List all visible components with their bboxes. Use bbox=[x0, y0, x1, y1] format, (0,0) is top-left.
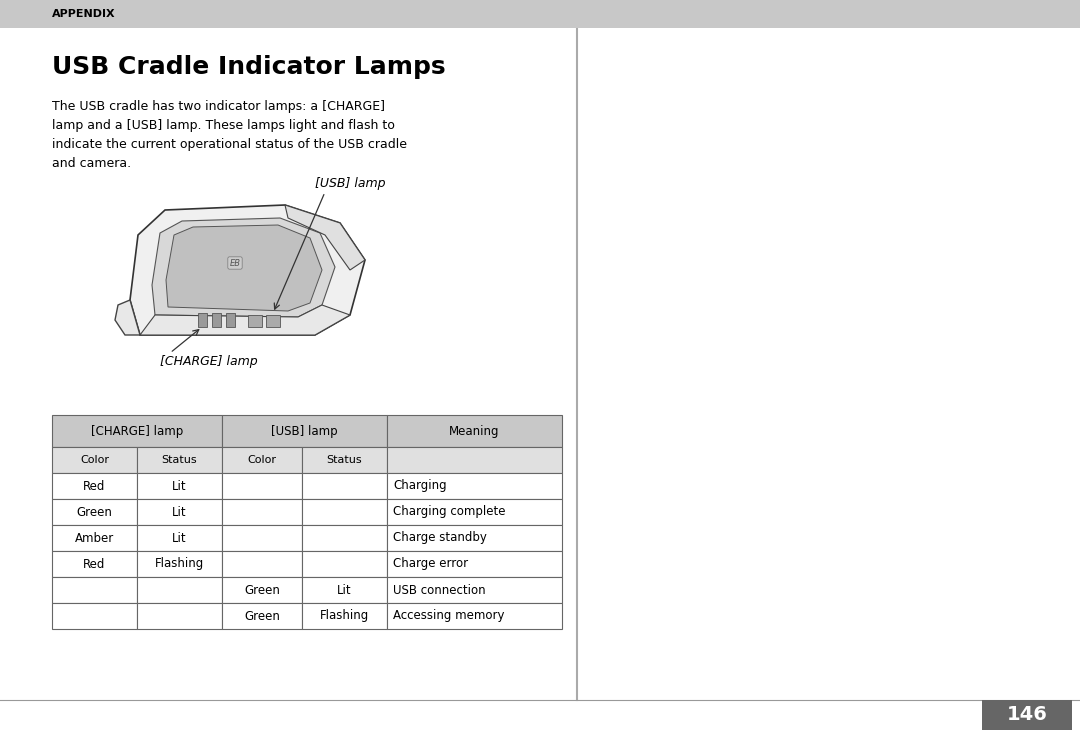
Bar bbox=[137, 447, 222, 473]
Bar bbox=[222, 551, 302, 577]
Bar bbox=[137, 603, 222, 629]
Bar bbox=[52, 525, 137, 551]
Text: 146: 146 bbox=[1007, 705, 1048, 724]
Bar bbox=[222, 603, 302, 629]
Bar bbox=[387, 577, 562, 603]
Bar bbox=[387, 415, 562, 447]
Text: Status: Status bbox=[326, 455, 362, 465]
Text: [USB] lamp: [USB] lamp bbox=[271, 425, 338, 437]
Bar bbox=[302, 473, 387, 499]
Text: Color: Color bbox=[247, 455, 276, 465]
Bar bbox=[52, 415, 222, 447]
Bar bbox=[52, 473, 137, 499]
Bar bbox=[212, 313, 221, 327]
Text: Flashing: Flashing bbox=[320, 610, 369, 623]
Bar bbox=[387, 499, 562, 525]
Bar bbox=[302, 499, 387, 525]
Text: USB connection: USB connection bbox=[393, 583, 486, 596]
Bar bbox=[0, 0, 1080, 28]
Bar bbox=[222, 577, 302, 603]
Text: [CHARGE] lamp: [CHARGE] lamp bbox=[160, 355, 258, 368]
Text: Charge standby: Charge standby bbox=[393, 531, 487, 545]
Text: Amber: Amber bbox=[75, 531, 114, 545]
Bar bbox=[52, 603, 137, 629]
Text: The USB cradle has two indicator lamps: a [CHARGE]
lamp and a [USB] lamp. These : The USB cradle has two indicator lamps: … bbox=[52, 100, 407, 170]
Bar bbox=[222, 499, 302, 525]
Bar bbox=[222, 447, 302, 473]
Bar bbox=[387, 603, 562, 629]
Text: Color: Color bbox=[80, 455, 109, 465]
Text: Green: Green bbox=[244, 583, 280, 596]
Bar bbox=[387, 525, 562, 551]
Bar bbox=[222, 473, 302, 499]
Text: Red: Red bbox=[83, 480, 106, 493]
Text: [CHARGE] lamp: [CHARGE] lamp bbox=[91, 425, 184, 437]
Bar bbox=[302, 551, 387, 577]
Text: APPENDIX: APPENDIX bbox=[52, 9, 116, 19]
Bar bbox=[248, 315, 262, 327]
Text: Flashing: Flashing bbox=[154, 558, 204, 571]
Polygon shape bbox=[140, 305, 350, 335]
Bar bbox=[387, 447, 562, 473]
Text: Status: Status bbox=[162, 455, 198, 465]
Polygon shape bbox=[130, 205, 365, 335]
Bar bbox=[52, 447, 137, 473]
Text: Lit: Lit bbox=[337, 583, 352, 596]
Bar bbox=[137, 577, 222, 603]
Polygon shape bbox=[285, 205, 365, 270]
Bar bbox=[387, 551, 562, 577]
Polygon shape bbox=[166, 225, 322, 311]
Bar bbox=[52, 577, 137, 603]
Bar bbox=[302, 577, 387, 603]
Bar bbox=[302, 447, 387, 473]
Text: Charging complete: Charging complete bbox=[393, 505, 505, 518]
Text: Charging: Charging bbox=[393, 480, 447, 493]
Bar bbox=[137, 525, 222, 551]
Bar bbox=[982, 700, 1072, 730]
Bar bbox=[52, 499, 137, 525]
Bar bbox=[302, 603, 387, 629]
Text: Lit: Lit bbox=[172, 480, 187, 493]
Bar bbox=[137, 551, 222, 577]
Bar bbox=[266, 315, 280, 327]
Text: Green: Green bbox=[244, 610, 280, 623]
Polygon shape bbox=[114, 300, 140, 335]
Bar bbox=[198, 313, 207, 327]
Text: [USB] lamp: [USB] lamp bbox=[315, 177, 386, 190]
Bar bbox=[222, 525, 302, 551]
Text: Lit: Lit bbox=[172, 505, 187, 518]
Text: EB: EB bbox=[229, 258, 241, 267]
Text: Meaning: Meaning bbox=[449, 425, 500, 437]
Bar bbox=[222, 415, 387, 447]
Bar bbox=[387, 473, 562, 499]
Text: USB Cradle Indicator Lamps: USB Cradle Indicator Lamps bbox=[52, 55, 446, 79]
Text: Charge error: Charge error bbox=[393, 558, 468, 571]
Bar bbox=[137, 499, 222, 525]
Text: Green: Green bbox=[77, 505, 112, 518]
Text: Accessing memory: Accessing memory bbox=[393, 610, 504, 623]
Bar bbox=[137, 473, 222, 499]
Bar bbox=[302, 525, 387, 551]
Polygon shape bbox=[152, 218, 335, 317]
Text: Red: Red bbox=[83, 558, 106, 571]
Bar bbox=[52, 551, 137, 577]
Text: Lit: Lit bbox=[172, 531, 187, 545]
Bar bbox=[226, 313, 235, 327]
